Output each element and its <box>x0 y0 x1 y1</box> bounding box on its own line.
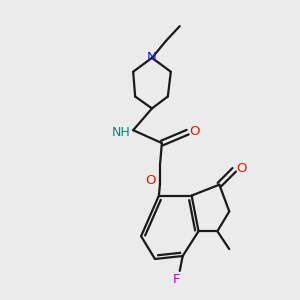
Text: O: O <box>146 174 156 187</box>
Text: O: O <box>189 125 200 138</box>
Text: NH: NH <box>112 126 130 139</box>
Text: F: F <box>173 273 181 286</box>
Text: O: O <box>236 162 246 175</box>
Text: N: N <box>147 51 157 64</box>
